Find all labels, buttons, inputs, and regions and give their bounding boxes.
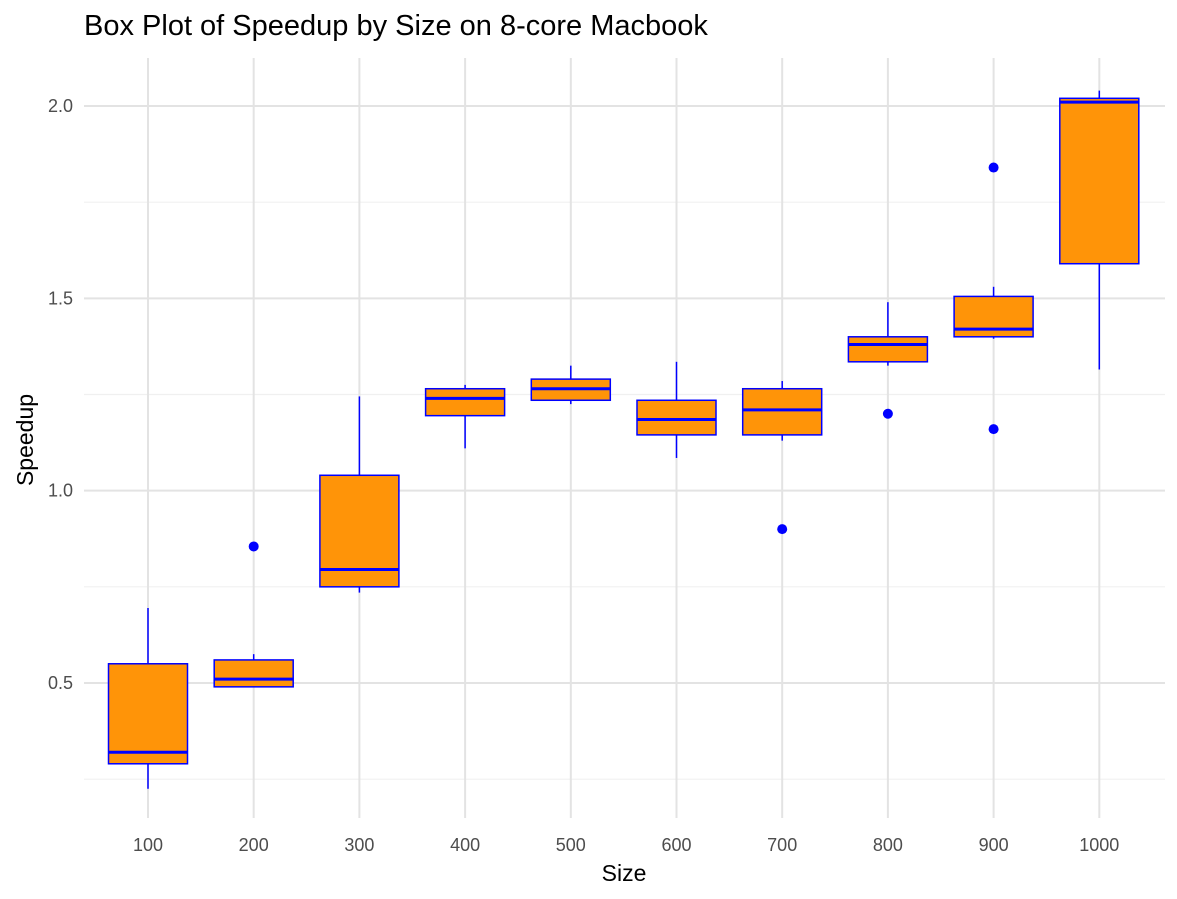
grid-lines: [84, 58, 1165, 818]
box-700: [741, 381, 823, 535]
box-body: [953, 295, 1034, 338]
box-body: [1059, 97, 1140, 265]
y-axis-title: Speedup: [12, 394, 38, 486]
box-1000: [1059, 90, 1140, 370]
box-900: [953, 162, 1034, 435]
box-body: [424, 387, 506, 417]
box-300: [319, 396, 400, 593]
box-100: [107, 607, 189, 789]
x-tick-label: 600: [661, 835, 691, 855]
y-tick-label: 0.5: [48, 673, 73, 693]
x-axis-title: Size: [602, 860, 647, 886]
outlier-point: [248, 541, 259, 552]
x-tick-label: 100: [133, 835, 163, 855]
outlier-point: [988, 424, 999, 435]
x-tick-label: 1000: [1079, 835, 1119, 855]
box-body: [213, 659, 294, 688]
y-tick-label: 2.0: [48, 96, 73, 116]
y-tick-label: 1.5: [48, 288, 73, 308]
x-tick-label: 500: [556, 835, 586, 855]
box-body: [741, 387, 823, 436]
x-tick-label: 900: [979, 835, 1009, 855]
x-axis-tick-labels: 100 200 300 400 500 600 700 800 900 1000: [133, 835, 1119, 855]
box-body: [847, 336, 929, 363]
outlier-point: [988, 162, 999, 173]
y-axis-tick-labels: 0.5 1.0 1.5 2.0: [48, 96, 73, 693]
box-plot-series: [107, 90, 1140, 789]
x-tick-label: 300: [344, 835, 374, 855]
outlier-point: [777, 524, 788, 535]
box-body: [636, 399, 717, 436]
y-tick-label: 1.0: [48, 481, 73, 501]
box-400: [424, 384, 506, 449]
box-body: [107, 663, 189, 765]
box-800: [847, 302, 929, 419]
x-tick-label: 700: [767, 835, 797, 855]
outlier-point: [882, 408, 893, 419]
chart-title: Box Plot of Speedup by Size on 8-core Ma…: [84, 10, 708, 42]
box-200: [213, 541, 294, 688]
x-tick-label: 200: [239, 835, 269, 855]
x-tick-label: 400: [450, 835, 480, 855]
box-500: [530, 365, 612, 405]
x-tick-label: 800: [873, 835, 903, 855]
box-600: [636, 361, 717, 458]
